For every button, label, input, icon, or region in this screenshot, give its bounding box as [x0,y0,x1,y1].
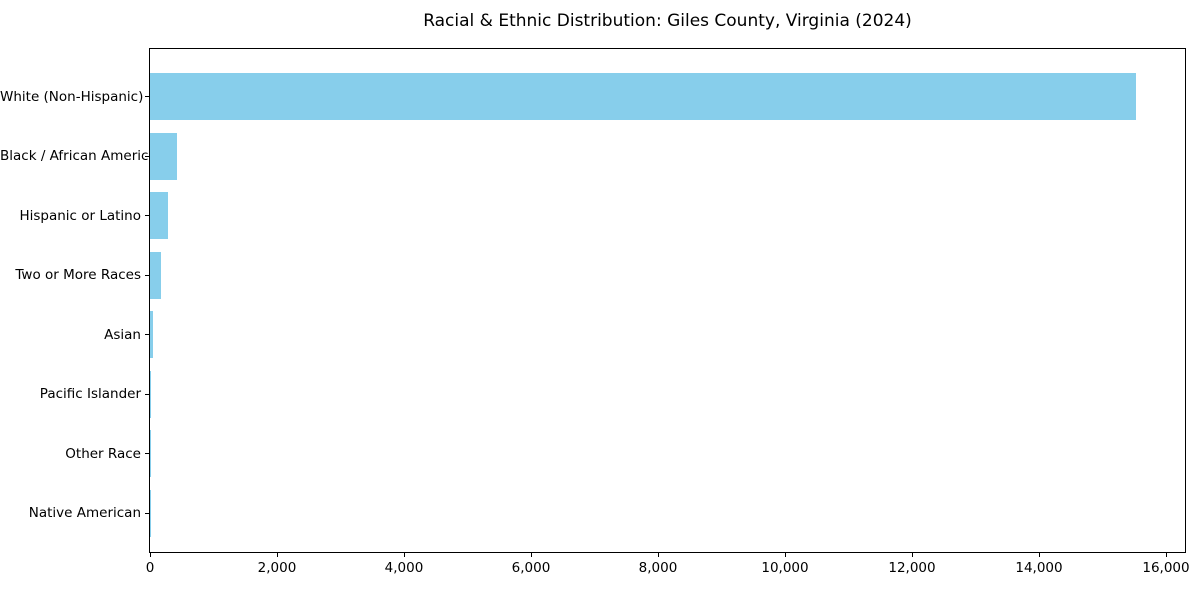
y-tick-mark [145,393,149,395]
y-tick-mark [145,155,149,157]
x-tick-label: 16,000 [1142,560,1190,576]
y-axis-category-label: Pacific Islander [39,386,141,403]
x-tick-mark [911,553,913,557]
x-tick-mark [1165,553,1167,557]
y-axis-category-label: Two or More Races [15,267,141,284]
bar [150,73,1136,121]
x-tick-mark [1038,553,1040,557]
y-axis-category-label: Hispanic or Latino [19,207,141,224]
x-tick-label: 10,000 [761,560,809,576]
y-tick-mark [145,215,149,217]
x-tick-label: 8,000 [638,560,678,576]
plot-area [149,48,1186,553]
x-tick-mark [149,553,151,557]
bar [150,251,162,299]
bar [150,370,151,418]
x-tick-label: 4,000 [384,560,424,576]
chart-title: Racial & Ethnic Distribution: Giles Coun… [423,11,912,31]
x-tick-label: 6,000 [511,560,551,576]
y-axis-category-label: Native American [28,505,141,522]
bar [150,132,177,180]
y-tick-mark [145,334,149,336]
x-tick-mark [276,553,278,557]
x-tick-mark [530,553,532,557]
x-tick-mark [784,553,786,557]
y-tick-mark [145,512,149,514]
y-axis-category-label: Black / African American [0,148,166,165]
x-tick-mark [657,553,659,557]
x-tick-mark [403,553,405,557]
y-tick-mark [145,453,149,455]
x-tick-label: 0 [145,560,155,576]
x-tick-label: 14,000 [1015,560,1063,576]
x-tick-label: 2,000 [257,560,297,576]
y-axis-category-label: Other Race [65,445,141,462]
bar [150,192,168,240]
y-tick-mark [145,274,149,276]
x-tick-label: 12,000 [888,560,936,576]
y-axis-category-label: White (Non-Hispanic) [0,88,144,105]
bar [150,311,154,359]
y-axis-category-label: Asian [104,326,141,343]
y-tick-mark [145,96,149,98]
